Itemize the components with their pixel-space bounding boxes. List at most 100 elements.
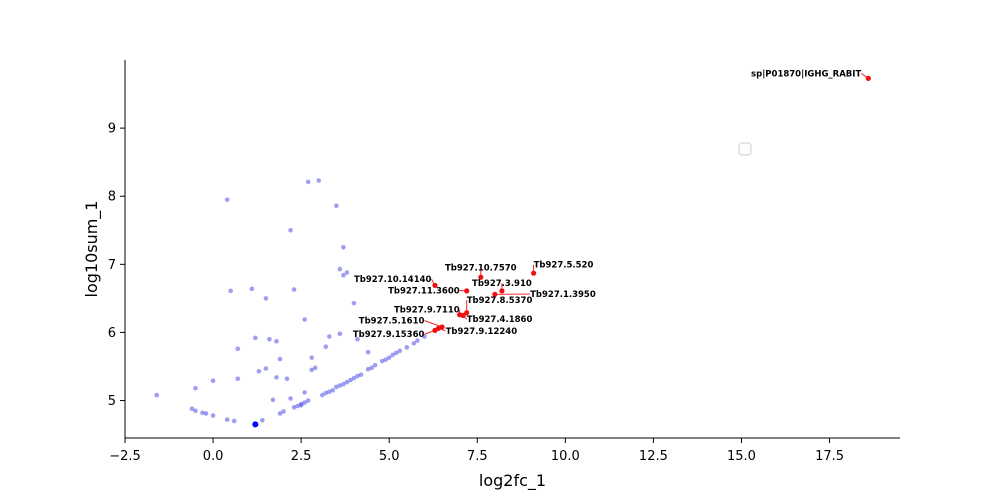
annotation-label: Tb927.8.5370 (467, 296, 533, 306)
scatter-point (337, 383, 343, 388)
annotation-label: Tb927.4.1860 (467, 315, 533, 325)
annotation-label: Tb927.5.520 (534, 261, 594, 271)
scatter-point (210, 378, 216, 384)
scatter-point (334, 384, 339, 390)
scatter-point (249, 286, 255, 292)
scatter-point (323, 390, 329, 396)
x-tick-label: 7.5 (467, 449, 488, 464)
scatter-point (291, 287, 297, 292)
scatter-point (305, 398, 311, 403)
scatter-point (256, 368, 262, 374)
scatter-point (337, 331, 343, 337)
annotation-label: Tb927.1.3950 (530, 290, 596, 300)
scatter-point (344, 379, 350, 385)
scatter-point (351, 375, 357, 381)
x-tick-label: 15.0 (727, 449, 756, 464)
scatter-point (312, 365, 318, 371)
annotation-label: Tb927.10.7570 (445, 263, 517, 273)
scatter-point (390, 352, 396, 358)
scatter-point (154, 392, 160, 398)
x-tick-label: 10.0 (551, 449, 580, 464)
annotation-label: Tb927.5.1610 (359, 317, 425, 327)
annotation-leader (462, 315, 468, 320)
scatter-point (235, 346, 241, 352)
scatter-point (309, 355, 315, 360)
scatter-point (327, 334, 332, 339)
scatter-point (316, 178, 322, 183)
annotation-label: Tb927.10.14140 (354, 275, 432, 285)
scatter-point (365, 349, 371, 355)
annotation-leader (424, 329, 436, 335)
scatter-point (274, 338, 279, 344)
scatter-point (267, 336, 272, 342)
x-tick-label: 17.5 (815, 449, 844, 464)
y-tick-label: 5 (108, 394, 116, 409)
scatter-point (228, 288, 233, 294)
scatter-point (263, 296, 269, 301)
scatter-point (323, 344, 329, 350)
annotation-leader (860, 72, 869, 79)
annotation-label: Tb927.11.3600 (388, 287, 460, 297)
scatter-point (341, 381, 346, 387)
annotation-label: sp|P01870|IGHG_RABIT (751, 69, 861, 79)
scatter-point (341, 244, 346, 250)
scatter-point (372, 362, 378, 368)
x-axis-title: log2fc_1 (479, 471, 546, 491)
axes: −2.5 0.0 2.5 5.0 7.5 10.0 12.5 15.0 17.5 5 6 7 8 9 (108, 60, 900, 464)
scatter-point (369, 365, 374, 371)
y-axis-title: log10sum_1 (82, 201, 102, 298)
scatter-point (330, 388, 336, 393)
x-ticks: −2.5 0.0 2.5 5.0 7.5 10.0 12.5 15.0 17.5 (109, 438, 844, 464)
scatter-point (393, 350, 399, 356)
scatter-point (281, 409, 286, 414)
annotation-label: Tb927.9.7110 (394, 306, 460, 316)
scatter-point (351, 300, 357, 306)
y-tick-label: 8 (108, 190, 116, 205)
scatter-point (422, 334, 427, 339)
y-tick-label: 7 (108, 258, 116, 273)
annotation-label: Tb927.9.15360 (353, 330, 425, 340)
annotation-leader (424, 320, 443, 328)
scatter-point (397, 348, 403, 354)
scatter-point (224, 197, 230, 202)
y-ticks: 5 6 7 8 9 (108, 122, 125, 409)
scatter-point (365, 366, 371, 372)
scatter-point (334, 203, 339, 209)
scatter-point (302, 390, 307, 395)
legend-box (738, 142, 752, 156)
scatter-point (263, 366, 269, 371)
scatter-point (298, 401, 304, 407)
scatter-point (295, 403, 300, 409)
scatter-point (277, 411, 283, 416)
x-tick-label: 2.5 (291, 449, 312, 464)
annotation-label: Tb927.9.12240 (446, 327, 518, 337)
scatter-point (260, 417, 265, 423)
scatter-point (355, 373, 360, 379)
scatter-point (379, 358, 385, 364)
scatter-point (288, 227, 293, 233)
scatter-point (270, 397, 276, 403)
scatter-point (411, 341, 417, 346)
scatter-point (327, 389, 332, 394)
scatter-point (344, 270, 350, 275)
annotation-leader (438, 327, 446, 332)
scatter-point (358, 372, 364, 377)
scatter-point (224, 417, 230, 422)
scatter-point (305, 179, 311, 185)
scatter-point (337, 266, 343, 272)
scatter-point (348, 377, 353, 383)
scatter-point-dense (252, 421, 259, 428)
x-tick-label: 5.0 (379, 449, 400, 464)
scatter-point (302, 317, 307, 322)
scatter-point (415, 338, 420, 343)
scatter-point (284, 376, 290, 382)
scatter-point (319, 392, 325, 398)
x-tick-label: 0.0 (203, 449, 224, 464)
scatter-point (291, 405, 297, 410)
annotation-label: Tb927.3.910 (472, 279, 532, 289)
scatter-point (309, 367, 315, 373)
scatter-point (341, 272, 346, 278)
scatter-point (210, 413, 216, 418)
scatter-point (274, 375, 279, 380)
